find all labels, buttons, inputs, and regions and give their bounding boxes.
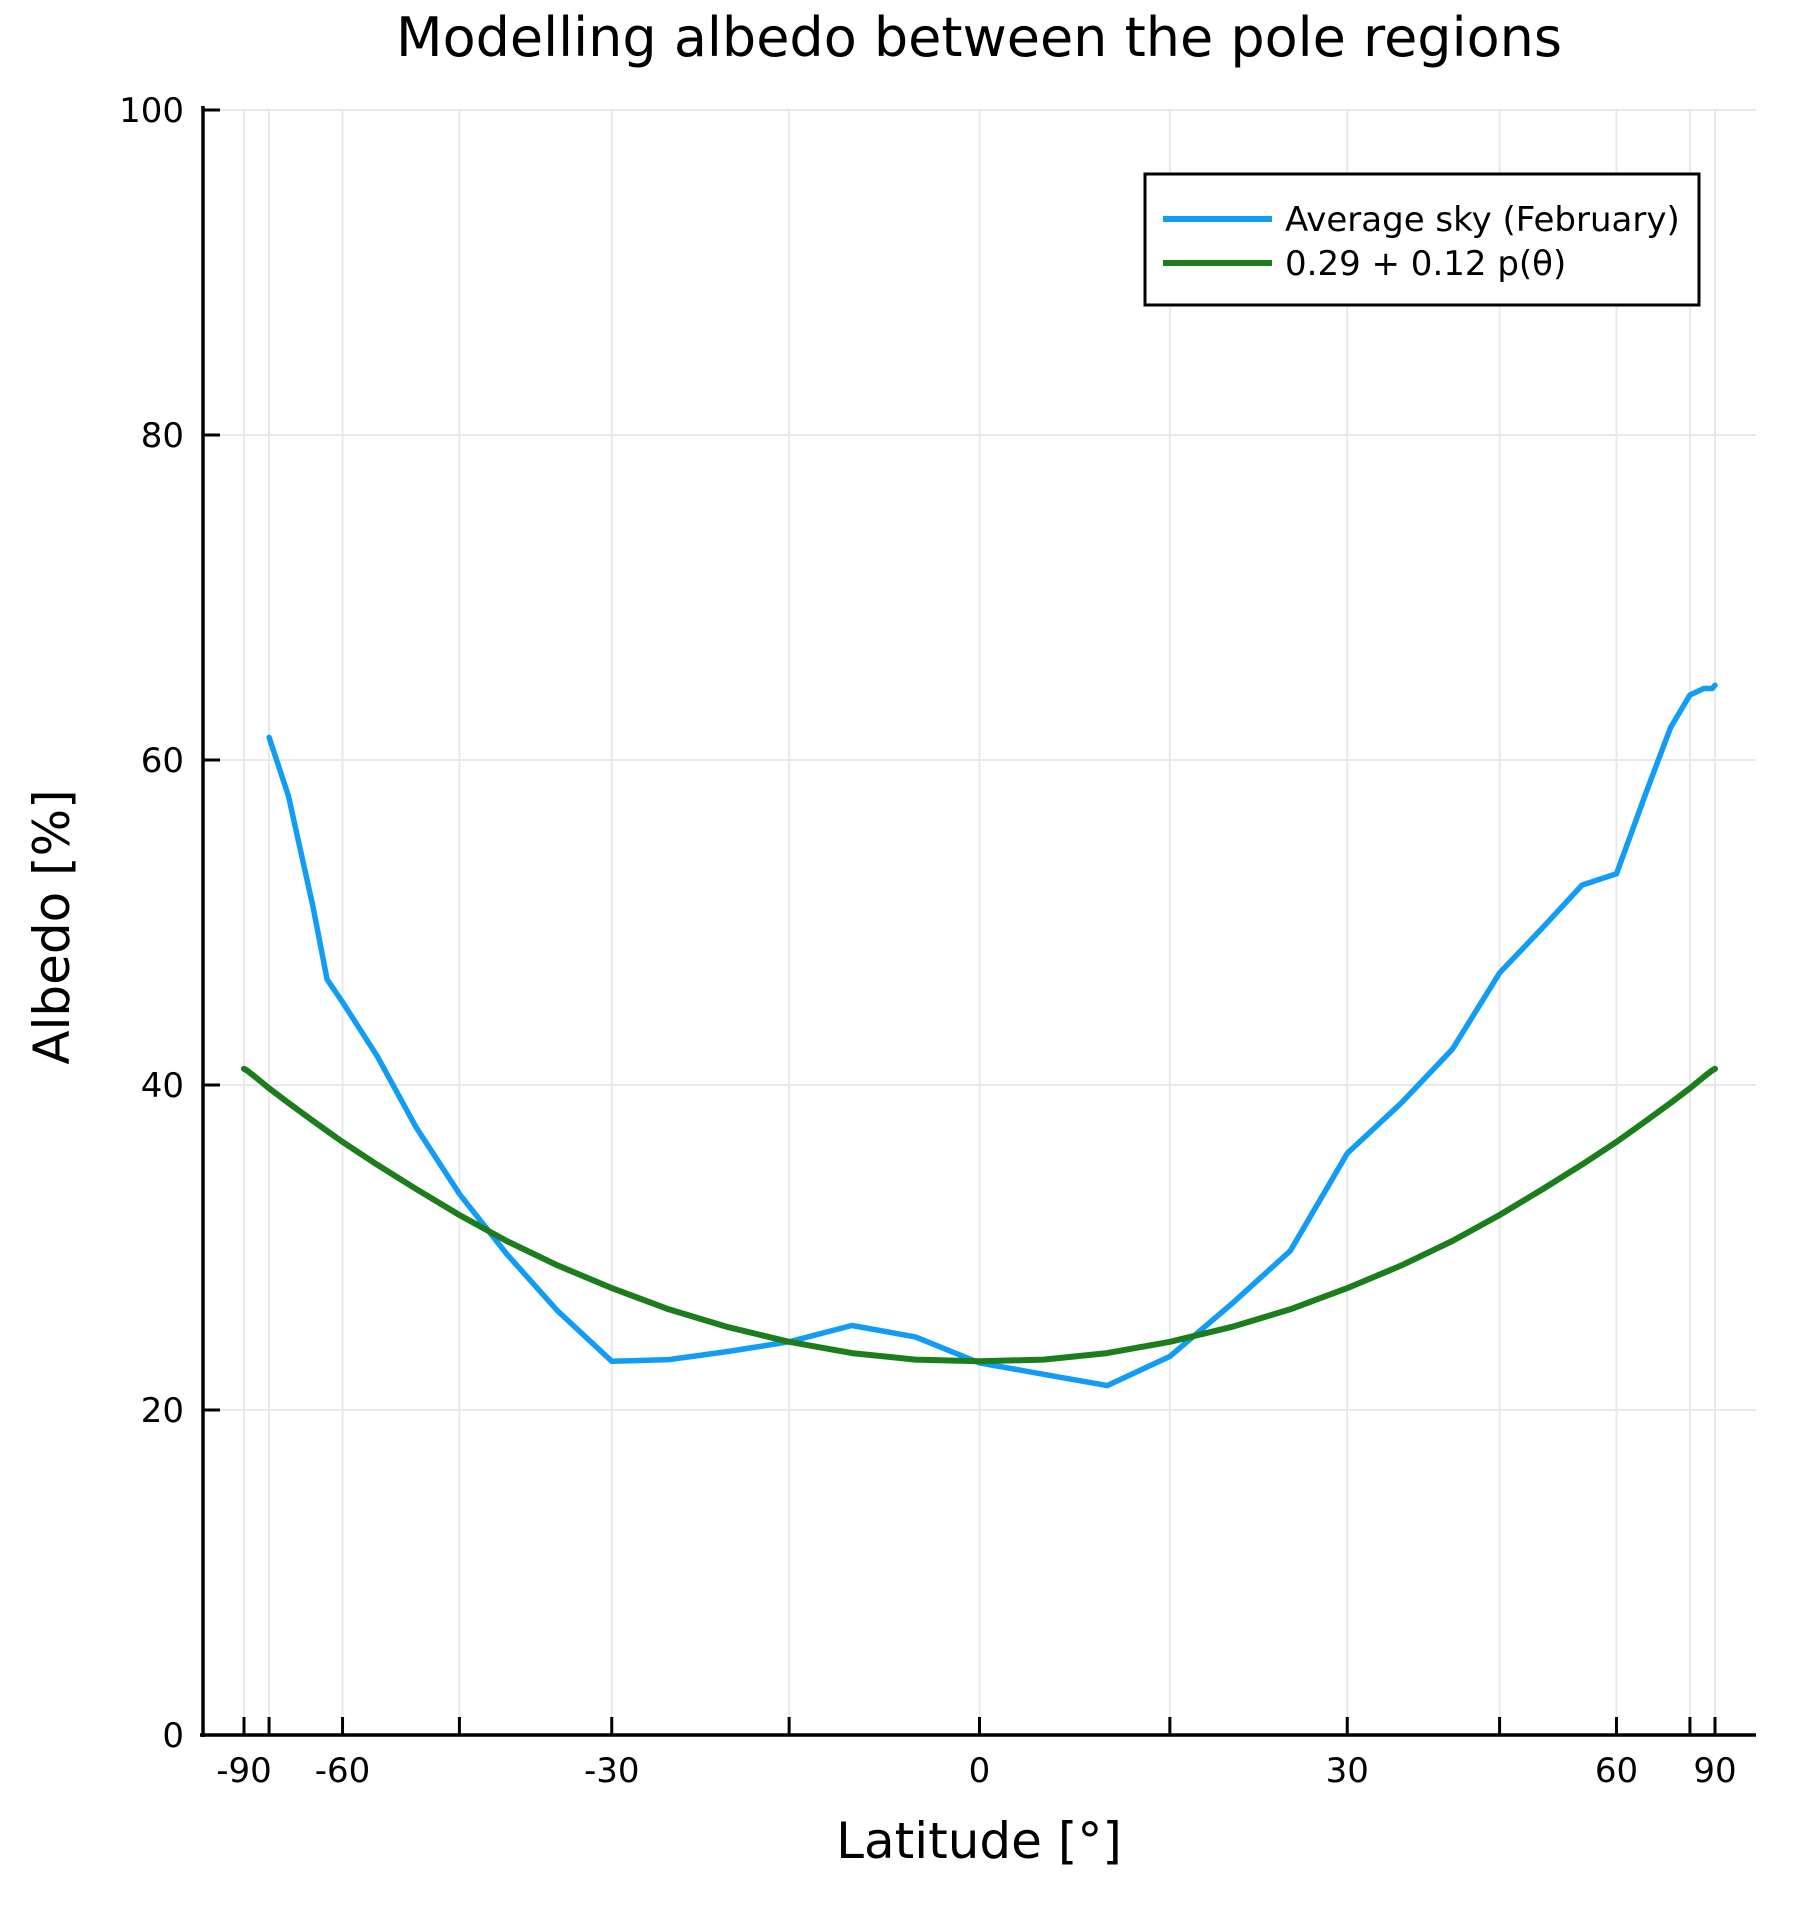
- x-tick-label--30: -30: [584, 1751, 640, 1791]
- x-tick-label-0: 0: [969, 1751, 991, 1791]
- chart-title: Modelling albedo between the pole region…: [396, 6, 1562, 69]
- legend-label-1: 0.29 + 0.12 p(θ): [1285, 244, 1566, 284]
- x-tick-label-90: 90: [1693, 1751, 1736, 1791]
- series-line-0: [266, 682, 1718, 1389]
- y-tick-label-60: 60: [141, 741, 184, 781]
- x-tick-label--60: -60: [315, 1751, 371, 1791]
- legend-box: [1143, 172, 1701, 307]
- y-tick-label-40: 40: [141, 1066, 184, 1106]
- y-tick-label-0: 0: [162, 1716, 184, 1756]
- series-line-1: [241, 1065, 1718, 1365]
- x-tick-label--90: -90: [216, 1751, 272, 1791]
- y-axis-label: Albedo [%]: [23, 789, 81, 1065]
- x-tick-label-30: 30: [1326, 1751, 1369, 1791]
- y-tick-label-100: 100: [119, 91, 184, 131]
- legend-label-0: Average sky (February): [1285, 200, 1680, 240]
- y-tick-label-20: 20: [141, 1391, 184, 1431]
- x-axis-label: Latitude [°]: [836, 1812, 1122, 1870]
- y-tick-label-80: 80: [141, 416, 184, 456]
- x-tick-label-60: 60: [1595, 1751, 1638, 1791]
